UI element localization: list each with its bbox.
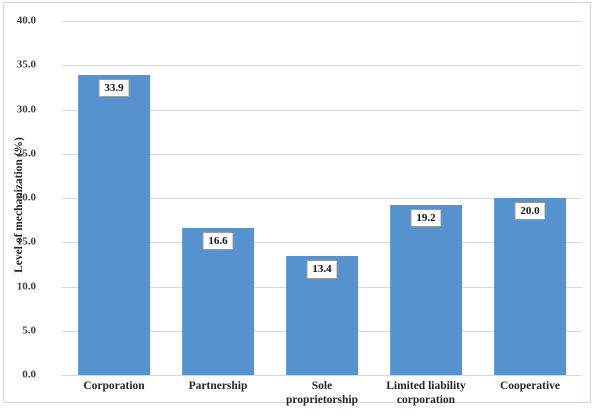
bar-partnership: 16.6: [182, 228, 254, 375]
y-tick-label-20.0: 20.0: [16, 191, 36, 204]
y-tick-label-0.0: 0.0: [22, 368, 36, 381]
y-tick-label-5.0: 5.0: [22, 324, 36, 337]
y-tick-label-25.0: 25.0: [16, 147, 36, 160]
gridline-40.0: [62, 21, 582, 22]
gridline-15.0: [62, 242, 582, 244]
y-tick-label-30.0: 30.0: [16, 103, 36, 115]
bar-cooperative: 20.0: [494, 198, 566, 375]
bar-limited-liability-corporation: 19.2: [390, 205, 462, 375]
bar-slot-limited-liability-corporation: 19.2: [374, 21, 478, 375]
y-tick-label-40.0: 40.0: [16, 14, 36, 27]
x-category-label-limited-liability-corporation: Limited liability corporation: [386, 380, 466, 407]
bar-value-label-limited-liability-corporation: 19.2: [410, 209, 442, 228]
y-tick-label-10.0: 10.0: [16, 280, 36, 292]
gridline-30.0: [62, 109, 582, 111]
gridline-20.0: [62, 198, 582, 199]
x-category-label-partnership: Partnership: [188, 380, 248, 392]
bar-slot-sole-proprietorship: 13.4: [270, 21, 374, 375]
bar-slot-partnership: 16.6: [166, 21, 270, 375]
bar-value-label-corporation: 33.9: [98, 79, 130, 98]
bar-sole-proprietorship: 13.4: [286, 256, 358, 375]
x-category-label-corporation: Corporation: [83, 380, 145, 392]
bar-value-label-cooperative: 20.0: [514, 202, 546, 221]
x-category-label-cooperative: Cooperative: [499, 380, 561, 392]
bar-corporation: 33.9: [78, 75, 150, 375]
gridline-25.0: [62, 153, 582, 155]
bar-value-label-sole-proprietorship: 13.4: [306, 260, 338, 279]
gridline-35.0: [62, 65, 582, 67]
gridline-0.0: [62, 375, 582, 376]
bar-slot-corporation: 33.9: [62, 21, 166, 375]
bar-value-label-partnership: 16.6: [202, 232, 234, 251]
y-tick-label-35.0: 35.0: [16, 58, 36, 71]
x-axis-category-labels: Corporation Partnership Sole proprietorshi…: [62, 379, 582, 408]
bar-slot-cooperative: 20.0: [478, 21, 582, 375]
x-category-label-sole-proprietorship: Sole proprietorship: [286, 380, 358, 407]
plot-area: 0.0 5.0 10.0 15.0 20.0 25.0 30.0 35.0 40.0 33.9 16…: [17, 15, 582, 380]
chart-frame: Level of mechanization (%) 0.0 5.0 10.0 15.…: [3, 2, 591, 406]
y-tick-label-15.0: 15.0: [16, 235, 36, 248]
